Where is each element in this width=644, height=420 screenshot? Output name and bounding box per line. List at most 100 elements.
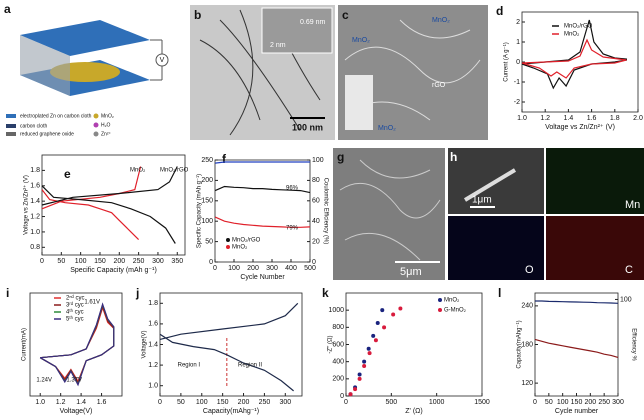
y-tick-label: 1.0 (30, 229, 40, 236)
x-tick-label: 200 (584, 399, 596, 406)
x-tick-label: 250 (259, 399, 271, 406)
series-line (159, 302, 299, 392)
x-tick-label: 250 (133, 258, 145, 265)
legend-icon (6, 124, 16, 128)
sem-texture (339, 159, 441, 261)
series-line (215, 161, 310, 164)
x-axis-label: Cycle number (555, 408, 599, 415)
panel-label: k (322, 286, 329, 300)
x-tick-label: 1000 (429, 399, 445, 406)
y-tick-label: 1.4 (30, 198, 40, 205)
panel-label: l (498, 286, 501, 300)
panel-label: e (64, 167, 71, 181)
series-line (41, 166, 142, 241)
x-tick-label: 0 (213, 265, 217, 272)
x-tick-label: 50 (177, 399, 185, 406)
cell-side (20, 35, 70, 96)
legend-text: MnO₂ (444, 298, 460, 304)
y-tick-label: 150 (201, 198, 213, 205)
map-c (546, 216, 644, 280)
point (371, 333, 376, 338)
legend-text: 4ᵗʰ cyc (66, 309, 84, 316)
legend-text: MnO₂ (130, 168, 146, 174)
x-tick-label: 200 (113, 258, 125, 265)
panel-label: g (337, 150, 344, 164)
legend-text: 3ʳᵈ cyc (66, 302, 84, 309)
x-tick-label: 1.2 (540, 115, 550, 122)
y-tick-label: 1.6 (148, 321, 158, 328)
y-tick-label: 1 (516, 39, 520, 46)
x-axis-label: Cycle Number (240, 274, 285, 281)
panel-label: a (4, 2, 11, 16)
y-tick-label: 600 (332, 341, 344, 348)
y-tick-label: -2 (514, 99, 520, 106)
point (362, 363, 367, 368)
legend-text: reduced graphene oxide (20, 131, 74, 137)
photo-inset (345, 75, 373, 130)
x-tick-label: 1.8 (610, 115, 620, 122)
legend-text: 2ⁿᵈ cyc (66, 295, 84, 302)
x-axis-label: Z' (Ω) (405, 408, 422, 415)
scale-text: 1μm (472, 195, 492, 206)
y-tick-label: 1.2 (148, 362, 158, 369)
y2-tick-label: 0 (312, 259, 316, 266)
annotation: MnO₂ (432, 17, 450, 24)
x-axis-label: Specific Capacity (mAh g⁻¹) (70, 267, 157, 274)
map-label: Mn (625, 199, 640, 211)
legend-text: 5ᵗʰ cyc (66, 316, 84, 323)
legend-text: MnO₂ (564, 32, 580, 38)
point (398, 306, 403, 311)
y-axis-label: Current(mA) (22, 328, 28, 361)
y2-axis-label: Efficiency % (630, 328, 636, 361)
legend-text: Zn²⁺ (101, 131, 112, 137)
legend-text: MnO₂ (232, 245, 248, 251)
y-tick-label: 0 (340, 393, 344, 400)
x-tick-label: 350 (171, 258, 183, 265)
x-tick-label: 0 (40, 258, 44, 265)
x-tick-label: 50 (545, 399, 553, 406)
y-tick-label: 180 (521, 341, 533, 348)
point (353, 387, 358, 392)
series-line (39, 302, 115, 387)
legend-text: carbon cloth (20, 123, 47, 129)
annotation: 96% (286, 186, 299, 192)
y-tick-label: 50 (205, 238, 213, 245)
point (357, 372, 362, 377)
legend-swatch (438, 298, 442, 302)
point (362, 359, 367, 364)
y-tick-label: 1000 (328, 307, 344, 314)
x-tick-label: 500 (385, 399, 397, 406)
y-tick-label: 200 (332, 376, 344, 383)
legend-icon (93, 122, 99, 128)
y-tick-label: 120 (521, 380, 533, 387)
annotation: 1.37V (66, 378, 82, 384)
x-tick-label: 300 (266, 265, 278, 272)
point (380, 308, 385, 313)
side-label: V (160, 57, 165, 64)
legend-text: MnO₂/rGO (160, 168, 189, 174)
y-tick-label: 1.4 (148, 341, 158, 348)
x-tick-label: 100 (196, 399, 208, 406)
panel-label: c (342, 8, 349, 22)
y2-tick-label: 100 (620, 296, 632, 303)
series-line (535, 300, 619, 304)
annotation: Region I (178, 363, 201, 369)
x-tick-label: 1.0 (35, 399, 45, 406)
x-tick-label: 1.0 (517, 115, 527, 122)
plot-frame (214, 159, 311, 263)
x-tick-label: 200 (238, 399, 250, 406)
x-tick-label: 200 (247, 265, 259, 272)
x-tick-label: 0 (158, 399, 162, 406)
map-o (448, 216, 544, 280)
map-mn (546, 148, 644, 214)
y-tick-label: 2 (516, 19, 520, 26)
y2-tick-label: 80 (312, 177, 320, 184)
annotation: MnO₂ (378, 125, 396, 132)
plot-frame (534, 292, 619, 397)
annotation: 1.24V (36, 378, 52, 384)
series-line (214, 216, 311, 228)
y-axis-label: Current (A g⁻¹) (504, 42, 510, 82)
x-tick-label: 100 (557, 399, 569, 406)
zn-layer (20, 20, 150, 56)
